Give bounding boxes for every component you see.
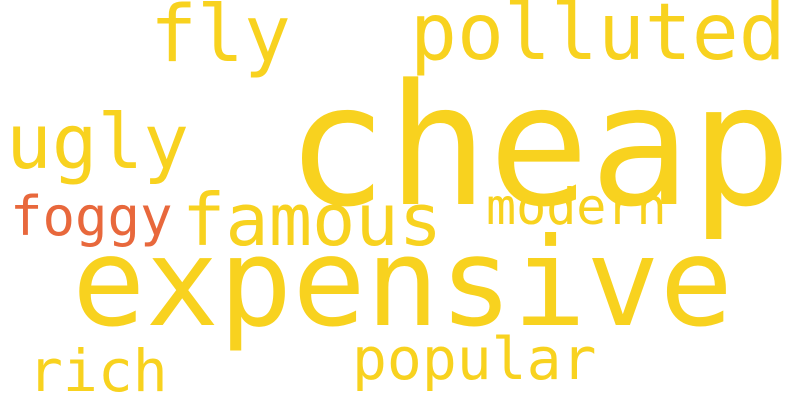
word-ugly: ugly [6,97,190,186]
word-polluted: polluted [410,0,786,78]
word-expensive: expensive [72,212,734,354]
word-modern: modern [486,178,667,236]
word-famous: famous [182,178,443,262]
word-popular: popular [352,325,597,393]
word-cheap: cheap [286,48,792,244]
word-fly: fly [150,0,291,80]
word-foggy: foggy [10,185,173,248]
word-rich: rich [28,337,168,400]
